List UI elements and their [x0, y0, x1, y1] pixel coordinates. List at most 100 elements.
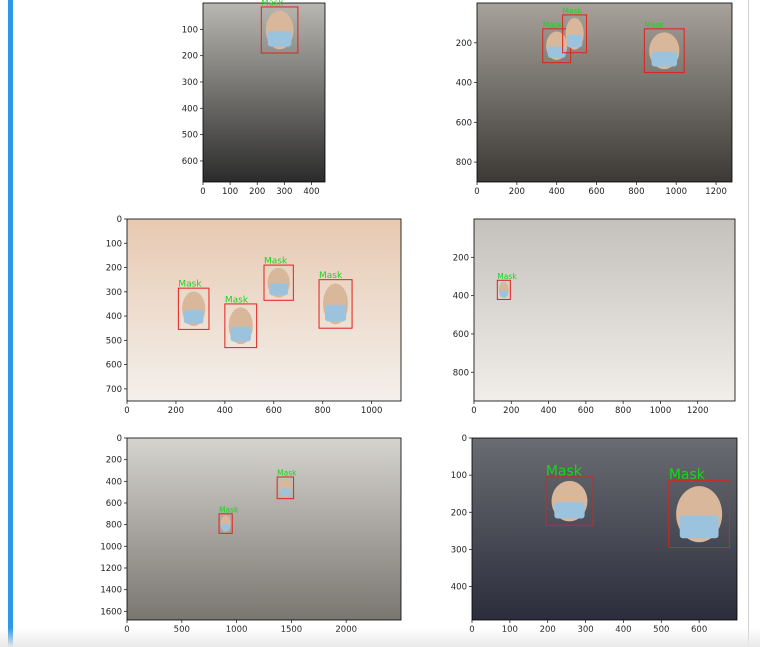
x-tick-label: 100	[222, 187, 238, 197]
plot-canvas: MaskMask05001000150020000200400600800100…	[100, 434, 402, 635]
detection-label: Mask	[543, 20, 563, 29]
x-tick-label: 800	[315, 406, 331, 416]
detection-plot-2: Mask Mask Mask 0 200 400 600 800 1000 1200 200 400 6…	[456, 2, 733, 198]
x-tick-label: 800	[615, 406, 631, 416]
y-tick-label: 200	[106, 264, 122, 274]
mask-shape	[679, 515, 719, 539]
detection-plot-1: Mask 0 100 200 300 400 100 200 300 400 500 600	[182, 0, 326, 198]
x-tick-label: 1000	[665, 187, 687, 197]
y-tick-label: 200	[106, 456, 122, 466]
x-tick-label: 200	[503, 406, 519, 416]
y-tick-label: 400	[106, 312, 122, 322]
x-tick-label: 1000	[650, 406, 672, 416]
detection-box	[218, 513, 233, 534]
detection-label: Mask	[644, 20, 664, 29]
y-tick-label: 600	[106, 499, 122, 509]
y-tick-label: 200	[451, 508, 467, 518]
plot-canvas: Mask 0 100 200 300 400 100 200 300 400 500 600	[182, 0, 326, 197]
y-tick-label: 200	[182, 52, 198, 62]
detection-label: Mask	[669, 467, 706, 483]
plot-canvas: MaskMask01002003004005006000100200300400	[451, 434, 738, 635]
mask-shape	[566, 34, 583, 48]
x-tick-label: 600	[578, 406, 594, 416]
notebook-right-border	[748, 0, 749, 647]
y-tick-label: 0	[117, 434, 122, 444]
x-tick-label: 400	[540, 406, 556, 416]
detection-box	[318, 279, 353, 329]
y-tick-label: 800	[456, 158, 472, 168]
y-tick-label: 500	[182, 131, 198, 141]
y-tick-label: 600	[453, 330, 469, 340]
detection-plot-4: Mask 0 200 400 600 800 1000 1200 200 400 600 800	[453, 218, 736, 417]
y-tick-label: 0	[117, 215, 122, 225]
detection-box	[496, 279, 511, 300]
y-tick-label: 400	[456, 79, 472, 89]
y-tick-label: 700	[106, 385, 122, 395]
x-tick-label: 300	[276, 187, 292, 197]
y-tick-label: 0	[462, 434, 467, 444]
detection-label: Mask	[546, 464, 583, 480]
photo-image	[476, 2, 733, 183]
mask-shape	[183, 309, 204, 324]
y-tick-label: 400	[451, 583, 467, 593]
y-tick-label: 1600	[100, 607, 122, 617]
y-tick-label: 600	[106, 361, 122, 371]
x-tick-label: 0	[471, 406, 476, 416]
photo-image	[473, 218, 736, 402]
x-tick-label: 0	[200, 187, 205, 197]
y-tick-label: 400	[106, 477, 122, 487]
x-tick-label: 1000	[361, 406, 383, 416]
y-tick-label: 600	[456, 118, 472, 128]
x-tick-label: 400	[217, 406, 233, 416]
detection-label: Mask	[219, 505, 239, 514]
x-tick-label: 600	[588, 187, 604, 197]
y-tick-label: 500	[106, 336, 122, 346]
detection-box	[263, 264, 294, 301]
detection-box	[643, 28, 685, 74]
detection-box	[668, 480, 730, 549]
detection-plot-6: MaskMask01002003004005006000100200300400	[451, 434, 738, 636]
detection-box	[276, 476, 295, 500]
y-tick-label: 100	[106, 239, 122, 249]
x-tick-label: 0	[124, 406, 129, 416]
y-tick-label: 300	[451, 545, 467, 555]
x-tick-label: 400	[303, 187, 319, 197]
detection-label: Mask	[319, 271, 343, 281]
mask-shape	[324, 304, 347, 322]
detection-box	[177, 287, 210, 330]
photo-image	[202, 2, 326, 183]
x-tick-label: 200	[249, 187, 265, 197]
x-tick-label: 800	[628, 187, 644, 197]
mask-shape	[554, 502, 585, 519]
detection-box	[260, 6, 299, 54]
detection-label: Mask	[225, 295, 249, 305]
plot-canvas: Mask 0 200 400 600 800 1000 1200 200 400 600 800	[453, 218, 736, 416]
x-tick-label: 600	[266, 406, 282, 416]
mask-shape	[547, 46, 566, 58]
detection-label: Mask	[261, 0, 283, 8]
output-scroll-edge	[0, 628, 760, 647]
photo-image	[126, 218, 402, 402]
detection-plot-3: Mask Mask Mask Mask 0 200 400 600 800 1000 0 100 200…	[106, 215, 402, 417]
y-tick-label: 200	[453, 253, 469, 263]
y-tick-label: 1400	[100, 586, 122, 596]
detection-label: Mask	[277, 469, 297, 478]
detection-box	[562, 14, 588, 54]
x-tick-label: 400	[549, 187, 565, 197]
y-tick-label: 300	[182, 78, 198, 88]
mask-shape	[499, 290, 509, 297]
y-tick-label: 400	[182, 104, 198, 114]
y-tick-label: 800	[106, 521, 122, 531]
detection-label: Mask	[264, 257, 288, 267]
mask-shape	[280, 488, 291, 496]
x-tick-label: 1200	[687, 406, 709, 416]
detection-label: Mask	[563, 6, 583, 15]
mask-shape	[269, 283, 289, 296]
detection-label: Mask	[178, 280, 202, 290]
plot-canvas: Mask Mask Mask Mask 0 200 400 600 800 1000 0 100 200…	[106, 215, 402, 416]
x-tick-label: 200	[509, 187, 525, 197]
y-tick-label: 100	[451, 471, 467, 481]
mask-shape	[267, 30, 292, 47]
y-tick-label: 1200	[100, 564, 122, 574]
